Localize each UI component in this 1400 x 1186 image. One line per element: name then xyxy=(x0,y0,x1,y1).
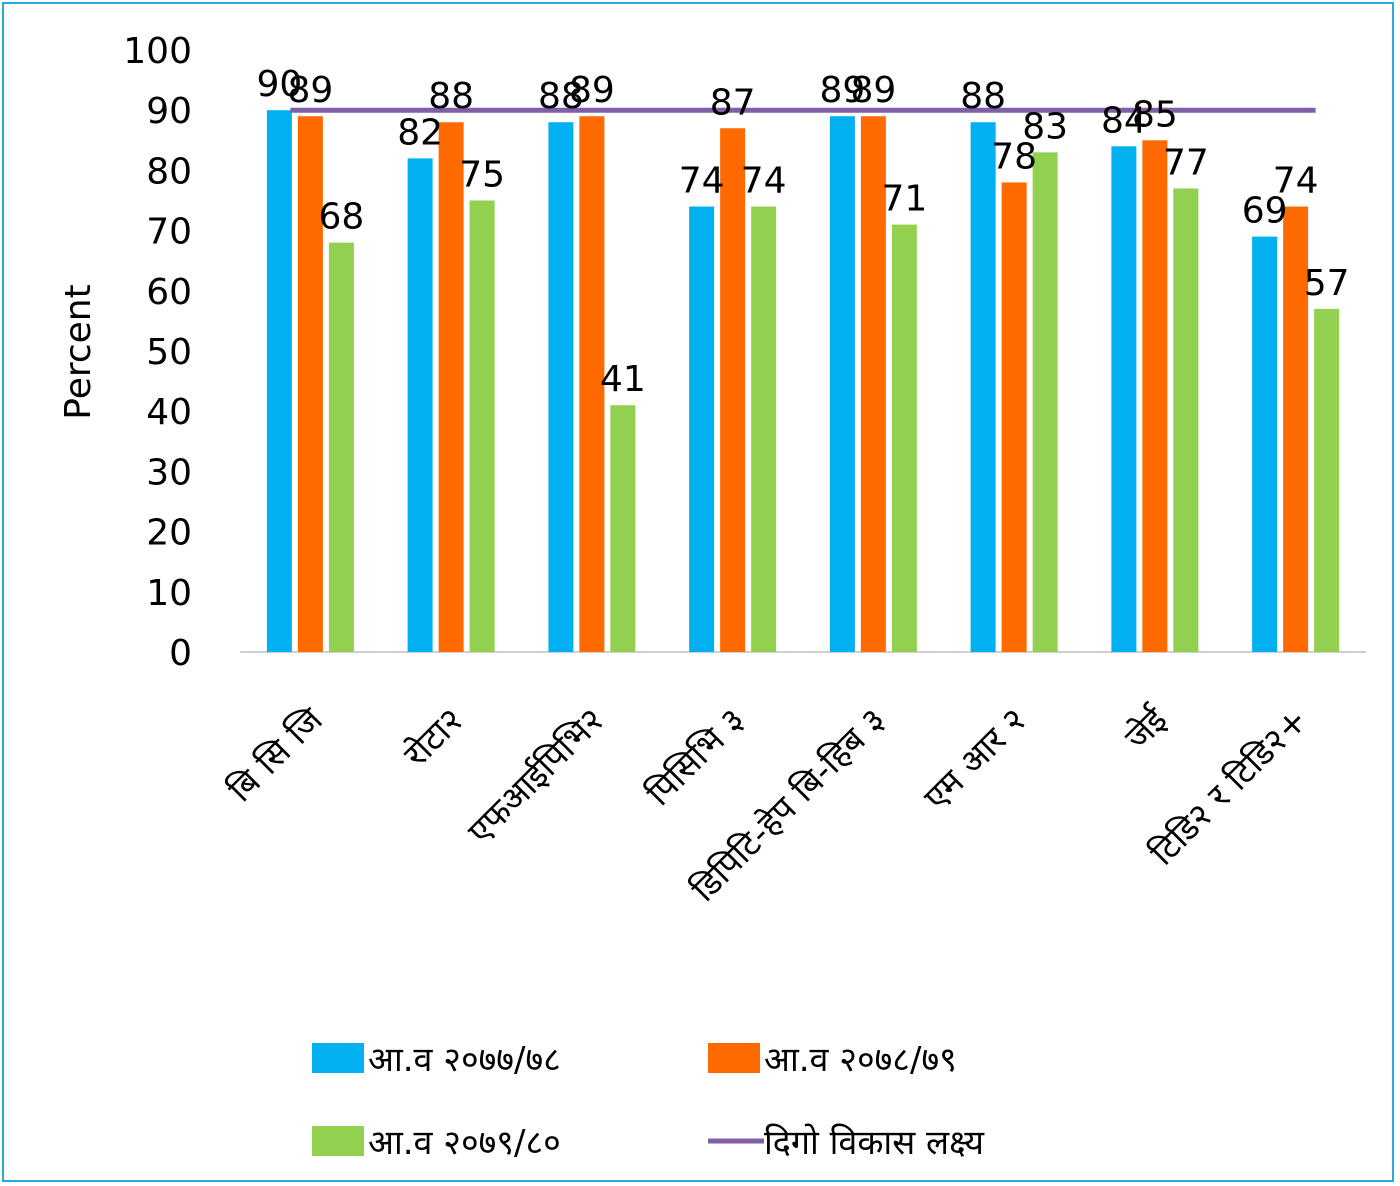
x-tick-label: एफआईपिभि२ xyxy=(460,700,612,852)
bar xyxy=(1173,188,1199,652)
bar xyxy=(548,122,574,653)
data-label: 78 xyxy=(991,136,1037,177)
bar xyxy=(610,405,636,652)
legend: आ.व २०७७/७८ आ.व २०७८/७९ आ.व २०७९/८० दिगो वि… xyxy=(312,1040,985,1163)
bar xyxy=(1142,140,1168,653)
bar xyxy=(407,158,433,653)
bar xyxy=(579,116,605,653)
bars-layer xyxy=(266,110,1340,653)
data-label: 90 xyxy=(256,64,302,105)
legend-swatch xyxy=(312,1126,364,1156)
legend-label: दिगो विकास लक्ष्य xyxy=(764,1123,985,1163)
bar xyxy=(829,116,855,653)
bar xyxy=(970,122,996,653)
legend-label: आ.व २०७९/८० xyxy=(368,1123,561,1163)
bar xyxy=(469,200,495,652)
y-tick-label: 80 xyxy=(146,151,192,192)
data-label: 75 xyxy=(459,155,505,196)
data-label: 85 xyxy=(1132,94,1178,135)
data-label: 41 xyxy=(600,359,646,400)
y-tick-label: 30 xyxy=(146,452,192,493)
data-label: 84 xyxy=(1101,100,1147,141)
data-label: 89 xyxy=(819,70,865,111)
legend-label: आ.व २०७७/७८ xyxy=(368,1040,561,1080)
y-tick-label: 100 xyxy=(123,31,192,72)
x-tick-label: जेई xyxy=(1117,699,1176,758)
data-label: 89 xyxy=(850,70,896,111)
bar xyxy=(720,128,746,652)
data-label: 69 xyxy=(1242,191,1288,232)
x-tick-label: पिसिभि ३ xyxy=(639,700,753,814)
bar xyxy=(689,206,715,652)
bar xyxy=(1001,182,1027,652)
data-label: 74 xyxy=(1273,161,1319,202)
y-tick-label: 0 xyxy=(169,633,192,674)
data-label: 87 xyxy=(710,82,756,123)
x-tick-label: एम आर २ xyxy=(916,700,1034,818)
legend-swatch xyxy=(708,1043,760,1073)
bar xyxy=(860,116,886,653)
x-tick-label: बि सि जि xyxy=(221,700,332,811)
data-label: 88 xyxy=(960,76,1006,117)
y-tick-label: 10 xyxy=(146,573,192,614)
bar xyxy=(1314,308,1340,652)
y-tick-label: 70 xyxy=(146,212,192,253)
bar xyxy=(1252,236,1278,652)
data-label: 88 xyxy=(538,76,584,117)
y-tick-label: 60 xyxy=(146,272,192,313)
bar xyxy=(1032,152,1058,652)
y-axis-ticks: 0 10 20 30 40 50 60 70 80 90 100 xyxy=(123,31,192,674)
y-tick-label: 90 xyxy=(146,91,192,132)
data-label: 57 xyxy=(1304,263,1350,304)
legend-swatch xyxy=(312,1043,364,1073)
bar xyxy=(891,224,917,652)
bar xyxy=(328,242,354,652)
data-label: 82 xyxy=(397,112,443,153)
bar xyxy=(266,110,292,652)
bar xyxy=(297,116,323,653)
y-axis-title: Percent xyxy=(58,284,99,419)
bar xyxy=(1283,206,1309,652)
bar xyxy=(751,206,777,652)
data-label: 74 xyxy=(679,161,725,202)
y-axis-title-group: Percent xyxy=(58,284,99,419)
data-label: 89 xyxy=(287,70,333,111)
data-label: 83 xyxy=(1022,106,1068,147)
data-label: 88 xyxy=(428,76,474,117)
data-label: 71 xyxy=(881,179,927,220)
y-tick-label: 50 xyxy=(146,332,192,373)
data-label: 77 xyxy=(1163,142,1209,183)
y-tick-label: 20 xyxy=(146,513,192,554)
bar xyxy=(1111,146,1137,652)
x-tick-label: रोटा२ xyxy=(396,700,471,775)
data-label: 89 xyxy=(569,70,615,111)
data-label: 74 xyxy=(741,161,787,202)
data-label: 68 xyxy=(318,197,364,238)
bar xyxy=(438,122,464,653)
legend-label: आ.व २०७८/७९ xyxy=(764,1040,957,1080)
y-tick-label: 40 xyxy=(146,392,192,433)
